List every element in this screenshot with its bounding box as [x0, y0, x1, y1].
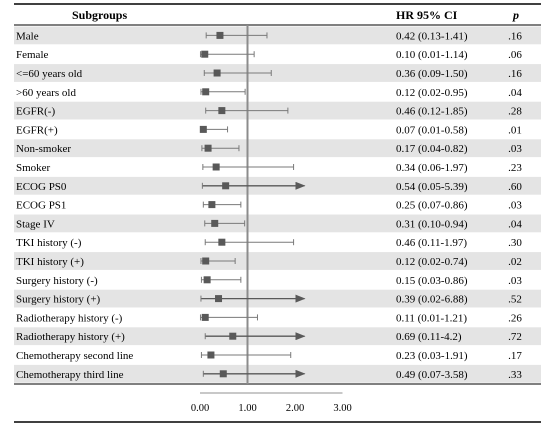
subgroup-label: ECOG PS1: [16, 200, 66, 212]
hr-ci-value: 0.07 (0.01-0.58): [396, 124, 468, 136]
p-value: .23: [508, 162, 522, 174]
hr-marker: [201, 50, 209, 58]
p-value: .16: [508, 30, 522, 42]
hr-ci-value: 0.15 (0.03-0.86): [396, 275, 468, 287]
x-axis: 0.00 1.00 2.00 3.00: [191, 392, 352, 414]
x-tick-label: 1.00: [238, 403, 256, 414]
hr-marker: [203, 276, 211, 284]
header-p: p: [512, 8, 519, 22]
x-tick-label: 0.00: [191, 403, 209, 414]
hr-ci-value: 0.39 (0.02-6.88): [396, 294, 468, 306]
subgroup-label: Chemotherapy second line: [16, 350, 133, 362]
x-tick-label: 2.00: [286, 403, 304, 414]
subgroup-label: Chemotherapy third line: [16, 369, 124, 381]
hr-ci-value: 0.11 (0.01-1.21): [396, 312, 467, 324]
row-stripe: [14, 139, 541, 158]
hr-marker: [201, 313, 209, 321]
hr-ci-value: 0.49 (0.07-3.58): [396, 369, 468, 381]
p-value: .03: [508, 275, 522, 287]
hr-marker: [208, 201, 216, 209]
hr-ci-value: 0.42 (0.13-1.41): [396, 30, 468, 42]
p-value: .04: [508, 87, 522, 99]
hr-marker: [216, 31, 224, 39]
hr-marker: [213, 69, 221, 77]
p-value: .06: [508, 49, 522, 61]
data-rows: Male 0.42 (0.13-1.41) .16 Female 0.10 (0.01-…: [16, 30, 522, 380]
row-stripe: [14, 214, 541, 233]
p-value: .17: [508, 350, 522, 362]
hr-ci-value: 0.31 (0.10-0.94): [396, 218, 468, 230]
subgroup-label: Surgery history (-): [16, 275, 98, 287]
p-value: .72: [508, 331, 522, 343]
hr-ci-value: 0.25 (0.07-0.86): [396, 200, 468, 212]
subgroup-label: Radiotherapy history (+): [16, 331, 125, 343]
hr-ci-value: 0.54 (0.05-5.39): [396, 181, 468, 193]
subgroup-label: Non-smoker: [16, 143, 71, 155]
hr-marker: [212, 163, 220, 171]
hr-marker: [218, 238, 226, 246]
p-value: .16: [508, 68, 522, 80]
p-value: .03: [508, 200, 522, 212]
header-hr-ci: HR 95% CI: [396, 8, 458, 22]
hr-marker: [204, 144, 212, 152]
p-value: .28: [508, 106, 522, 118]
p-value: .33: [508, 369, 522, 381]
hr-ci-value: 0.36 (0.09-1.50): [396, 68, 468, 80]
hr-ci-value: 0.34 (0.06-1.97): [396, 162, 468, 174]
subgroup-label: Radiotherapy history (-): [16, 312, 123, 324]
subgroup-label: <=60 years old: [16, 68, 83, 80]
p-value: .26: [508, 312, 522, 324]
subgroup-label: ECOG PS0: [16, 181, 67, 193]
hr-marker: [215, 295, 223, 303]
hr-marker: [218, 107, 226, 115]
p-value: .60: [508, 181, 522, 193]
hr-marker: [202, 88, 210, 96]
p-value: .04: [508, 218, 522, 230]
subgroup-label: Surgery history (+): [16, 294, 101, 306]
hr-ci-value: 0.46 (0.12-1.85): [396, 106, 468, 118]
hr-marker: [207, 351, 215, 359]
subgroup-label: Smoker: [16, 162, 51, 174]
p-value: .30: [508, 237, 522, 249]
p-value: .03: [508, 143, 522, 155]
hr-ci-value: 0.46 (0.11-1.97): [396, 237, 467, 249]
x-tick-label: 3.00: [333, 403, 351, 414]
hr-ci-value: 0.69 (0.11-4.2): [396, 331, 462, 343]
p-value: .01: [508, 124, 522, 136]
hr-ci-value: 0.10 (0.01-1.14): [396, 49, 468, 61]
hr-ci-value: 0.17 (0.04-0.82): [396, 143, 468, 155]
hr-marker: [222, 182, 230, 190]
subgroup-label: EGFR(+): [16, 124, 58, 136]
row-stripe: [14, 252, 541, 270]
subgroup-label: >60 years old: [16, 87, 76, 99]
row-stripe: [14, 64, 541, 82]
subgroup-label: Stage IV: [16, 218, 55, 230]
hr-ci-value: 0.12 (0.02-0.74): [396, 256, 468, 268]
hr-ci-value: 0.23 (0.03-1.91): [396, 350, 468, 362]
hr-marker: [202, 257, 210, 265]
subgroup-label: Female: [16, 49, 48, 61]
subgroup-label: TKI history (+): [16, 256, 84, 268]
hr-marker: [211, 219, 219, 227]
p-value: .52: [508, 294, 522, 306]
subgroup-label: EGFR(-): [16, 106, 55, 118]
hr-ci-value: 0.12 (0.02-0.95): [396, 87, 468, 99]
row-stripe: [14, 26, 541, 45]
header-subgroups: Subgroups: [72, 8, 127, 22]
p-value: .02: [508, 256, 522, 268]
subgroup-label: Male: [16, 30, 39, 42]
subgroup-label: TKI history (-): [16, 237, 82, 249]
hr-marker: [199, 125, 207, 133]
hr-marker: [229, 332, 237, 340]
hr-marker: [219, 370, 227, 378]
